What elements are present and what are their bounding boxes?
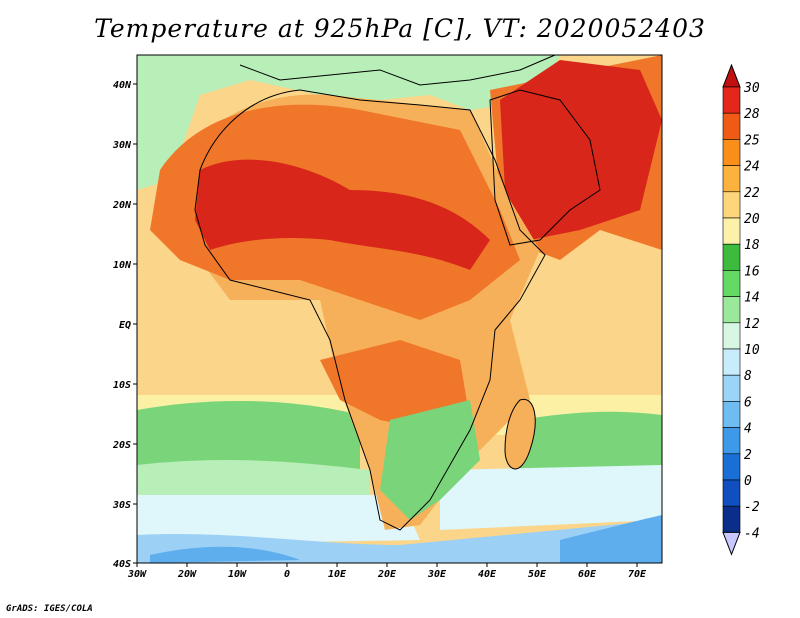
colorbar-label: 28	[744, 107, 760, 122]
lon-tick-label: 10W	[228, 569, 247, 580]
ocean-light-band	[137, 460, 370, 500]
longitude-axis: 30W 20W 10W 0 10E 20E 30E 40E 50E 60E 70E	[127, 563, 647, 580]
colorbar-swatch	[722, 86, 741, 114]
colorbar-swatch	[722, 505, 741, 533]
map-field	[137, 55, 662, 563]
lat-tick-label: 20S	[112, 440, 131, 451]
lon-tick-label: 40E	[478, 569, 497, 580]
colorbar-swatch	[722, 270, 741, 297]
lat-tick-label: EQ	[119, 320, 131, 331]
colorbar-top-arrow	[722, 63, 741, 88]
colorbar-swatch	[722, 243, 741, 271]
colorbar-label: 8	[744, 369, 752, 384]
ocean-cool-south	[137, 495, 420, 545]
colorbar-label: 0	[744, 474, 752, 489]
southern-africa-warm	[320, 340, 470, 430]
chart-title: Temperature at 925hPa [C], VT: 202005240…	[94, 14, 706, 43]
colorbar-bottom-arrow	[722, 531, 741, 556]
ocean-colder-band-east	[560, 515, 662, 563]
lat-tick-label: 40S	[113, 559, 131, 570]
colorbar-label: 25	[744, 133, 760, 148]
lon-tick-label: 0	[284, 569, 290, 580]
lat-tick-label: 30S	[112, 500, 131, 511]
colorbar-label: 6	[744, 395, 752, 410]
colorbar-label: -4	[744, 526, 760, 541]
colorbar-swatch	[722, 165, 741, 193]
southern-africa-green	[380, 400, 480, 520]
colorbar-label: 10	[744, 343, 760, 358]
arabia-hot-core	[500, 60, 662, 240]
map-frame	[136, 54, 663, 564]
grads-credit: GrADS: IGES/COLA	[6, 604, 93, 614]
colorbar-swatch	[722, 112, 741, 140]
coastline-africa	[194, 89, 546, 531]
lon-tick-label: 50E	[528, 569, 547, 580]
lat-tick-label: 40N	[113, 80, 132, 91]
lat-tick-label: 20N	[112, 200, 132, 211]
lon-tick-label: 60E	[578, 569, 597, 580]
lat-tick-label: 10S	[113, 380, 131, 391]
colorbar-label: -2	[744, 500, 760, 515]
colorbar-swatch	[722, 479, 741, 507]
colorbar-swatch	[722, 453, 741, 481]
coastline-arabia	[489, 89, 601, 246]
coastline-europe	[239, 54, 556, 86]
colorbar-label: 18	[744, 238, 760, 253]
ocean-colder-band	[150, 546, 300, 563]
colorbar-swatch	[722, 139, 741, 166]
colorbar-swatch	[722, 217, 741, 245]
coastline-madagascar	[504, 398, 536, 470]
colorbar-swatch	[722, 322, 741, 350]
lat-tick-label: 10N	[113, 260, 132, 271]
lon-tick-label: 70E	[628, 569, 647, 580]
ocean-green-band-indian	[520, 411, 662, 475]
colorbar-swatch	[722, 374, 741, 402]
colorbar-swatch	[722, 348, 741, 376]
colorbar-label: 12	[744, 317, 760, 332]
colorbar-label: 22	[744, 186, 760, 201]
latitude-axis: 40N 30N 20N 10N EQ 10S 20S 30S 40S	[112, 80, 137, 570]
colorbar-label: 14	[744, 291, 760, 306]
north-atlantic-green	[137, 55, 560, 190]
lon-tick-label: 20W	[177, 569, 197, 580]
lon-tick-label: 30E	[427, 569, 447, 580]
ocean-cool-east	[440, 465, 662, 530]
lat-tick-label: 30N	[112, 140, 132, 151]
colorbar-label: 2	[744, 448, 752, 463]
colorbar-label: 30	[743, 81, 760, 96]
colorbar-label: 16	[744, 264, 760, 279]
colorbar-swatch	[722, 427, 741, 455]
madagascar	[505, 399, 536, 469]
lon-tick-label: 30W	[127, 569, 147, 580]
colorbar-swatch	[722, 401, 741, 428]
colorbar-swatch	[722, 296, 741, 324]
colorbar-swatch	[722, 191, 741, 219]
lon-tick-label: 20E	[377, 569, 397, 580]
colorbar-label: 24	[744, 160, 760, 175]
colorbar-label: 4	[744, 422, 752, 437]
ocean-green-band-south	[137, 400, 360, 470]
colorbar-label: 20	[744, 212, 760, 227]
lon-tick-label: 10E	[328, 569, 347, 580]
sahel-hot-band	[195, 159, 490, 270]
